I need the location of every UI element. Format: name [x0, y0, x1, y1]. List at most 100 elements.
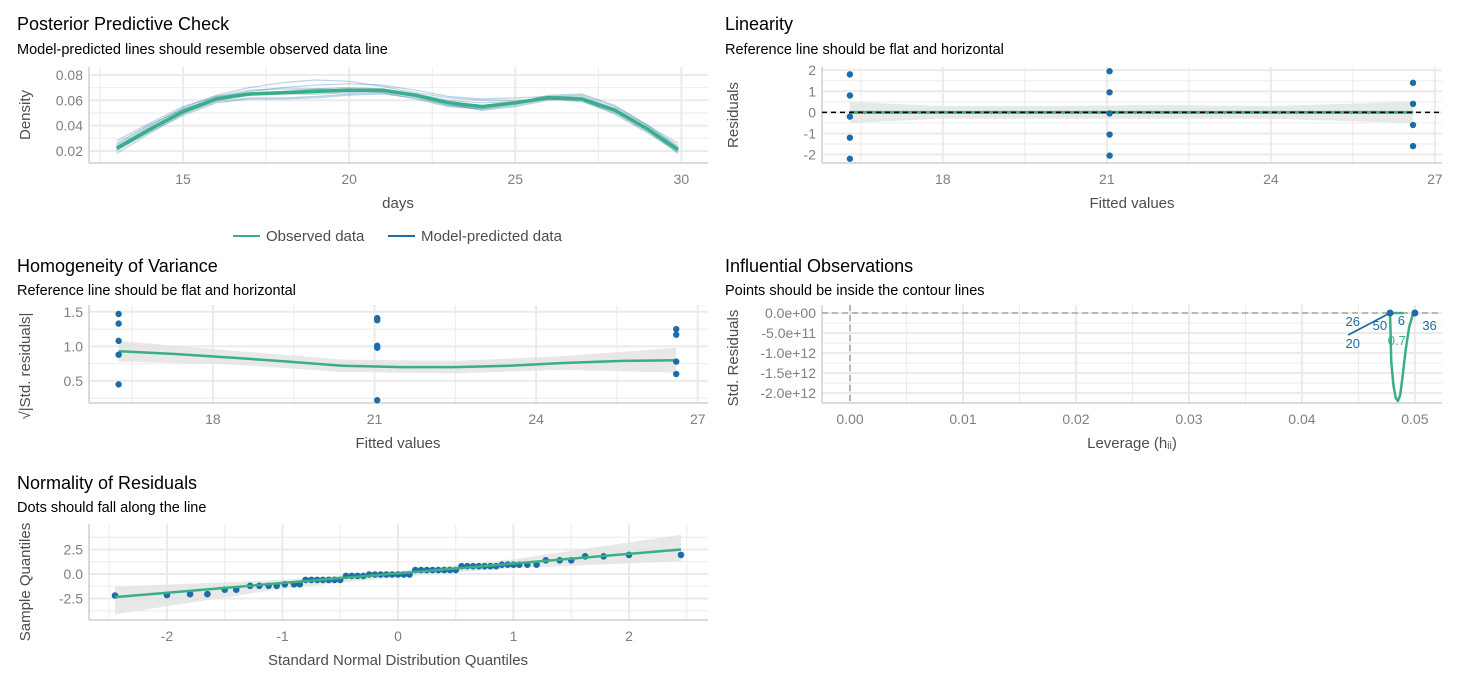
influential-subtitle: Points should be inside the contour line… — [725, 283, 985, 299]
ppc-y-tick-label: 0.02 — [56, 143, 83, 159]
ppc-ylabel: Density — [17, 89, 34, 140]
linearity-point — [846, 92, 854, 99]
normality-point — [533, 561, 540, 568]
influential-x-tick-label: 0.05 — [1401, 411, 1428, 427]
homogeneity-point — [374, 397, 381, 404]
legend-label-observed: Observed data — [266, 228, 365, 245]
ppc-predicted-line — [116, 79, 679, 152]
ppc-x-tick-label: 15 — [175, 171, 191, 187]
homogeneity-title: Homogeneity of Variance — [17, 256, 218, 276]
ppc-x-tick-label: 30 — [674, 171, 690, 187]
homogeneity-x-tick-label: 21 — [367, 411, 383, 427]
influential-point — [1386, 309, 1394, 317]
linearity-point — [1409, 142, 1417, 150]
linearity-point — [1409, 100, 1417, 108]
homogeneity-point — [115, 337, 122, 345]
normality-reference-line — [114, 548, 682, 599]
linearity-point — [846, 134, 854, 141]
homogeneity-ylabel: √|Std. residuals| — [17, 313, 34, 420]
linearity-x-tick-label: 18 — [935, 171, 951, 187]
influential-point-label: 36 — [1422, 318, 1436, 333]
homogeneity-xlabel: Fitted values — [355, 435, 440, 452]
ppc-legend: Observed data Model-predicted data — [233, 228, 563, 245]
influential-smooth-line — [1347, 312, 1391, 336]
linearity-point — [846, 71, 854, 78]
influential-ylabel: Std. Residuals — [725, 310, 742, 407]
linearity-y-tick-label: -1 — [804, 125, 817, 141]
linearity-subtitle: Reference line should be flat and horizo… — [725, 42, 1004, 58]
homogeneity-x-tick-label: 27 — [690, 411, 706, 427]
linearity-title: Linearity — [725, 14, 793, 34]
ppc-observed-line — [115, 88, 680, 152]
ppc-predicted-line — [116, 86, 679, 154]
influential-x-tick-label: 0.02 — [1062, 411, 1089, 427]
homogeneity-smooth-line — [118, 349, 677, 369]
normality-subtitle: Dots should fall along the line — [17, 500, 206, 516]
linearity-point — [1409, 79, 1417, 87]
homogeneity-y-tick-label: 1.5 — [64, 304, 84, 320]
influential-y-tick-label: -1.0e+12 — [760, 345, 816, 361]
influential-point-label: 26 — [1346, 314, 1360, 329]
ppc-predicted-line — [116, 93, 679, 151]
influential-title: Influential Observations — [725, 256, 913, 276]
influential-y-tick-label: 0.0e+00 — [765, 305, 816, 321]
homogeneity-point — [673, 370, 680, 378]
homogeneity-subtitle: Reference line should be flat and horizo… — [17, 283, 296, 299]
normality-point — [204, 590, 211, 598]
homogeneity-point — [115, 381, 122, 388]
influential-point-label: 50 — [1373, 318, 1387, 333]
linearity-point — [1106, 131, 1113, 138]
homogeneity-point — [374, 316, 381, 324]
influential-x-tick-label: 0.01 — [949, 411, 976, 427]
normality-title: Normality of Residuals — [17, 473, 197, 493]
normality-point — [186, 590, 194, 598]
influential-xlabel: Leverage (hᵢᵢ) — [1087, 435, 1177, 452]
ppc-x-tick-label: 20 — [341, 171, 357, 187]
influential-y-tick-label: -5.0e+11 — [761, 325, 816, 341]
legend-label-predicted: Model-predicted data — [421, 228, 563, 245]
influential-contour-label: 0.7 — [1388, 333, 1406, 348]
normality-point — [677, 551, 685, 559]
ppc-y-tick-label: 0.04 — [56, 118, 83, 134]
influential-point-label: 20 — [1346, 336, 1360, 351]
linearity-x-tick-label: 24 — [1263, 171, 1279, 187]
ppc-xlabel: days — [382, 195, 414, 212]
normality-x-tick-label: 0 — [394, 628, 402, 644]
normality-y-tick-label: 2.5 — [64, 541, 84, 557]
homogeneity-point — [673, 325, 680, 333]
gridlines — [88, 67, 1442, 621]
homogeneity-point — [374, 344, 381, 351]
linearity-point — [846, 155, 854, 162]
normality-y-tick-label: 0.0 — [64, 566, 84, 582]
homogeneity-y-tick-label: 1.0 — [64, 338, 84, 354]
linearity-y-tick-label: -2 — [804, 147, 817, 163]
linearity-point — [1409, 121, 1417, 129]
linearity-y-tick-label: 0 — [808, 104, 816, 120]
normality-y-tick-label: -2.5 — [59, 591, 83, 607]
normality-x-tick-label: 2 — [625, 628, 633, 644]
influential-y-tick-label: -1.5e+12 — [760, 365, 816, 381]
homogeneity-point — [115, 310, 122, 318]
influential-x-tick-label: 0.04 — [1288, 411, 1315, 427]
linearity-point — [1106, 68, 1113, 75]
ppc-y-tick-label: 0.08 — [56, 67, 83, 83]
homogeneity-y-tick-label: 0.5 — [64, 373, 84, 389]
linearity-xlabel: Fitted values — [1089, 195, 1174, 212]
linearity-ylabel: Residuals — [725, 82, 742, 148]
influential-x-tick-label: 0.03 — [1175, 411, 1202, 427]
homogeneity-x-tick-label: 24 — [528, 411, 544, 427]
normality-xlabel: Standard Normal Distribution Quantiles — [268, 652, 528, 669]
homogeneity-point — [673, 358, 680, 365]
influential-point-label: 6 — [1398, 313, 1405, 328]
influential-x-tick-label: 0.00 — [836, 411, 863, 427]
linearity-y-tick-label: 2 — [808, 62, 816, 78]
linearity-point — [1106, 152, 1113, 159]
ppc-subtitle: Model-predicted lines should resemble ob… — [17, 42, 388, 58]
normality-x-tick-label: -1 — [276, 628, 289, 644]
homogeneity-point — [115, 320, 122, 327]
normality-ylabel: Sample Quantiles — [17, 523, 34, 641]
linearity-x-tick-label: 21 — [1099, 171, 1115, 187]
homogeneity-point — [115, 351, 122, 358]
